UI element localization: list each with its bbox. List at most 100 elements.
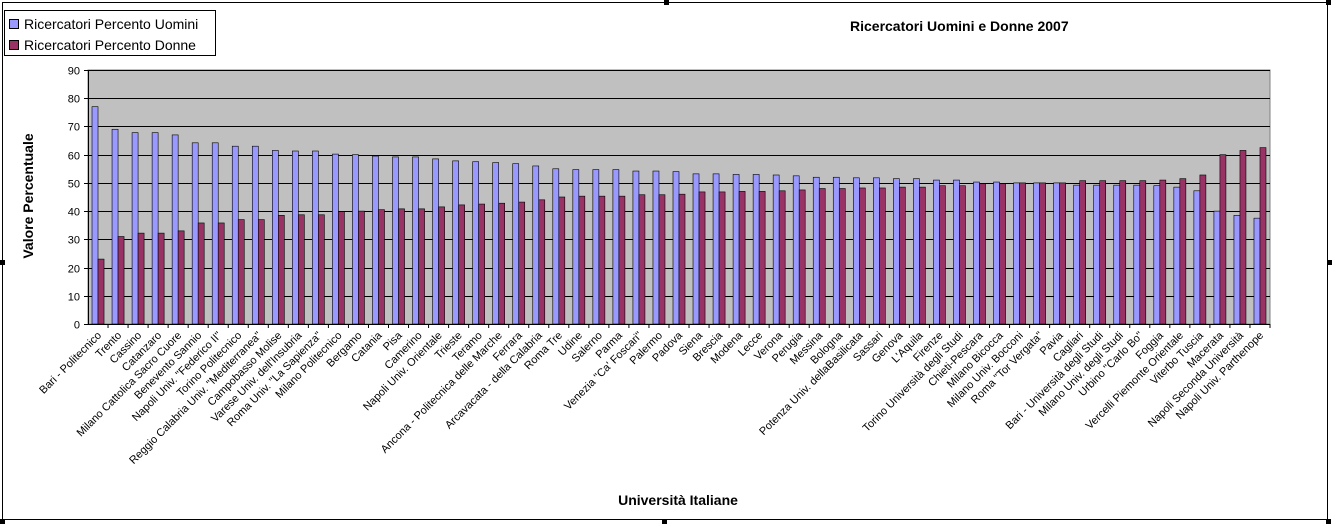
bar-women [298,214,305,325]
bar-men [532,165,540,325]
bar-women [518,201,526,325]
bar-women [818,188,826,325]
bar-women [117,236,125,325]
bar-men [612,169,620,325]
bar-women [398,208,405,325]
legend-label-men: Ricercatori Percento Uomini [24,16,199,32]
x-tick-label: Bari - Politecnico [37,330,104,397]
bar-men [973,181,980,325]
bar-women [498,202,506,325]
bar-men [151,132,159,325]
bar-women [658,194,666,325]
bar-men [332,153,339,325]
bar-women [278,215,285,325]
bar-men [752,174,760,325]
bar-men [913,178,920,325]
top-right-selection-handle[interactable] [1326,0,1331,5]
bar-women [738,191,746,325]
bar-women [798,189,806,325]
y-tick-label: 10 [68,292,80,304]
bar-women [538,199,546,325]
bar-men [231,145,239,325]
bar-men [953,179,960,325]
bar-men [672,171,680,325]
bar-men [312,150,319,325]
bar-men [1133,184,1141,325]
bar-men [251,145,259,325]
bottom-right-selection-handle[interactable] [1326,519,1331,524]
bar-men [472,161,479,325]
bar-women [1159,179,1167,325]
bar-women [137,232,145,325]
bottom-left-selection-handle[interactable] [0,519,5,524]
bar-men [792,175,800,325]
bar-men [372,155,379,325]
bar-women [979,183,986,325]
bottom-selection-handle[interactable] [662,519,667,524]
bar-men [131,132,139,325]
bar-men [292,150,299,325]
chart-title: Ricercatori Uomini e Donne 2007 [850,18,1069,34]
bar-women [558,196,566,325]
bar-men [211,142,219,325]
y-tick-label: 30 [68,235,80,247]
left-selection-handle[interactable] [0,260,5,265]
bar-women [899,186,906,325]
bar-women [578,195,586,325]
bar-men [592,169,600,325]
bar-women [1179,178,1187,325]
bar-women [418,208,425,325]
bar-women [778,190,786,325]
bar-men [632,170,640,325]
bar-men [852,177,860,325]
bar-men [1173,186,1181,325]
bar-men [772,174,780,325]
bar-women [999,183,1006,325]
right-selection-handle[interactable] [1327,260,1332,265]
bar-men [1153,185,1161,325]
bar-women [859,187,866,325]
bar-women [97,258,105,325]
y-tick-label: 40 [68,207,80,219]
bar-men [1253,217,1261,325]
bar-men [1093,184,1101,325]
legend-item-men: Ricercatori Percento Uomini [9,15,198,33]
bar-women [959,185,966,325]
y-tick-label: 20 [68,264,80,276]
bar-women [1059,182,1066,325]
legend-label-women: Ricercatori Percento Donne [24,37,196,53]
bar-women [1119,180,1127,325]
chart-legend[interactable]: Ricercatori Percento Uomini Ricercatori … [4,10,216,56]
bar-men [1213,210,1221,325]
bar-women [879,187,886,325]
bar-men [492,162,499,325]
bar-men [572,169,580,325]
y-tick-label: 50 [68,179,80,191]
legend-swatch-men [9,19,19,29]
bar-men [993,181,1000,325]
bar-women [1039,182,1046,325]
bar-men [732,174,740,325]
bar-men [512,163,520,325]
bar-men [171,134,179,325]
y-tick-label: 0 [74,320,80,332]
bar-women [478,203,485,325]
bar-men [652,170,660,325]
bar-women [939,185,946,325]
x-axis-title: Università Italiane [618,492,738,508]
top-selection-handle[interactable] [664,0,669,5]
bar-women [1219,154,1227,325]
bar-women [237,219,245,325]
bar-women [678,193,686,325]
bar-men [1193,190,1201,325]
bar-women [458,204,465,325]
bar-women [618,195,626,325]
bar-men [873,177,880,325]
bar-women [1239,150,1247,325]
bar-men [552,168,560,325]
bar-men [392,156,399,325]
bar-women [919,186,926,325]
bar-women [1199,174,1207,325]
bar-men [111,128,119,325]
bar-women [1099,180,1107,325]
